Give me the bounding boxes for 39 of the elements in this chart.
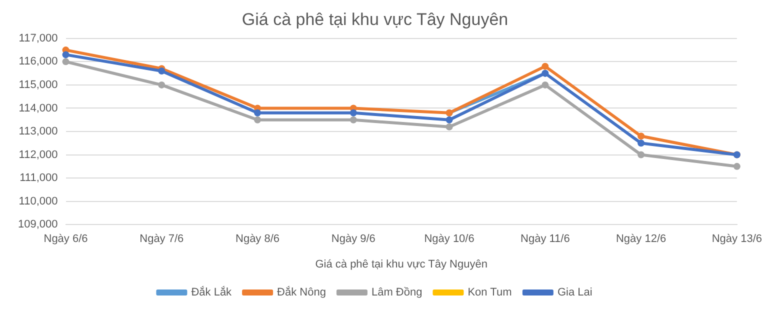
y-tick-label: 115,000 [18, 78, 58, 91]
x-axis-title: Giá cà phê tại khu vực Tây Nguyên [315, 258, 488, 270]
point [62, 58, 70, 66]
point [638, 140, 645, 147]
point [542, 62, 549, 70]
x-tick-label: Ngày 13/6 [712, 233, 762, 246]
point [158, 81, 166, 88]
x-tick-label: Ngày 7/6 [140, 233, 184, 246]
point [638, 151, 645, 158]
y-tick-label: 116,000 [18, 56, 58, 68]
point [542, 81, 549, 88]
point [446, 123, 453, 130]
legend-label: Đắk Nông [277, 286, 326, 299]
point [350, 109, 357, 116]
point [733, 162, 740, 170]
point [446, 116, 453, 124]
point [638, 132, 645, 140]
legend-label: Đắk Lắk [191, 286, 232, 299]
point [350, 116, 357, 124]
y-tick-label: 110,000 [18, 195, 58, 208]
chart-title: Giá cà phê tại khu vực Tây Nguyên [242, 10, 508, 29]
x-tick-label: Ngày 10/6 [424, 233, 474, 246]
y-tick-label: 111,000 [20, 172, 58, 184]
x-tick-label: Ngày 8/6 [236, 233, 280, 246]
x-tick-label: Ngày 12/6 [616, 233, 666, 246]
y-tick-label: 117,000 [18, 32, 58, 44]
y-tick-label: 109,000 [18, 218, 58, 231]
x-tick-label: Ngày 6/6 [44, 233, 88, 246]
point [254, 116, 262, 124]
x-tick-label: Ngày 11/6 [520, 233, 570, 246]
y-tick-label: 113,000 [18, 126, 58, 138]
legend-label: Gia Lai [557, 286, 592, 299]
legend-label: Lâm Đồng [371, 286, 422, 299]
point [254, 109, 262, 116]
point [62, 51, 70, 58]
y-tick-label: 112,000 [18, 148, 58, 161]
x-tick-label: Ngày 9/6 [331, 233, 376, 246]
legend-label: Kon Tum [468, 286, 512, 299]
y-tick-label: 114,000 [18, 102, 58, 114]
